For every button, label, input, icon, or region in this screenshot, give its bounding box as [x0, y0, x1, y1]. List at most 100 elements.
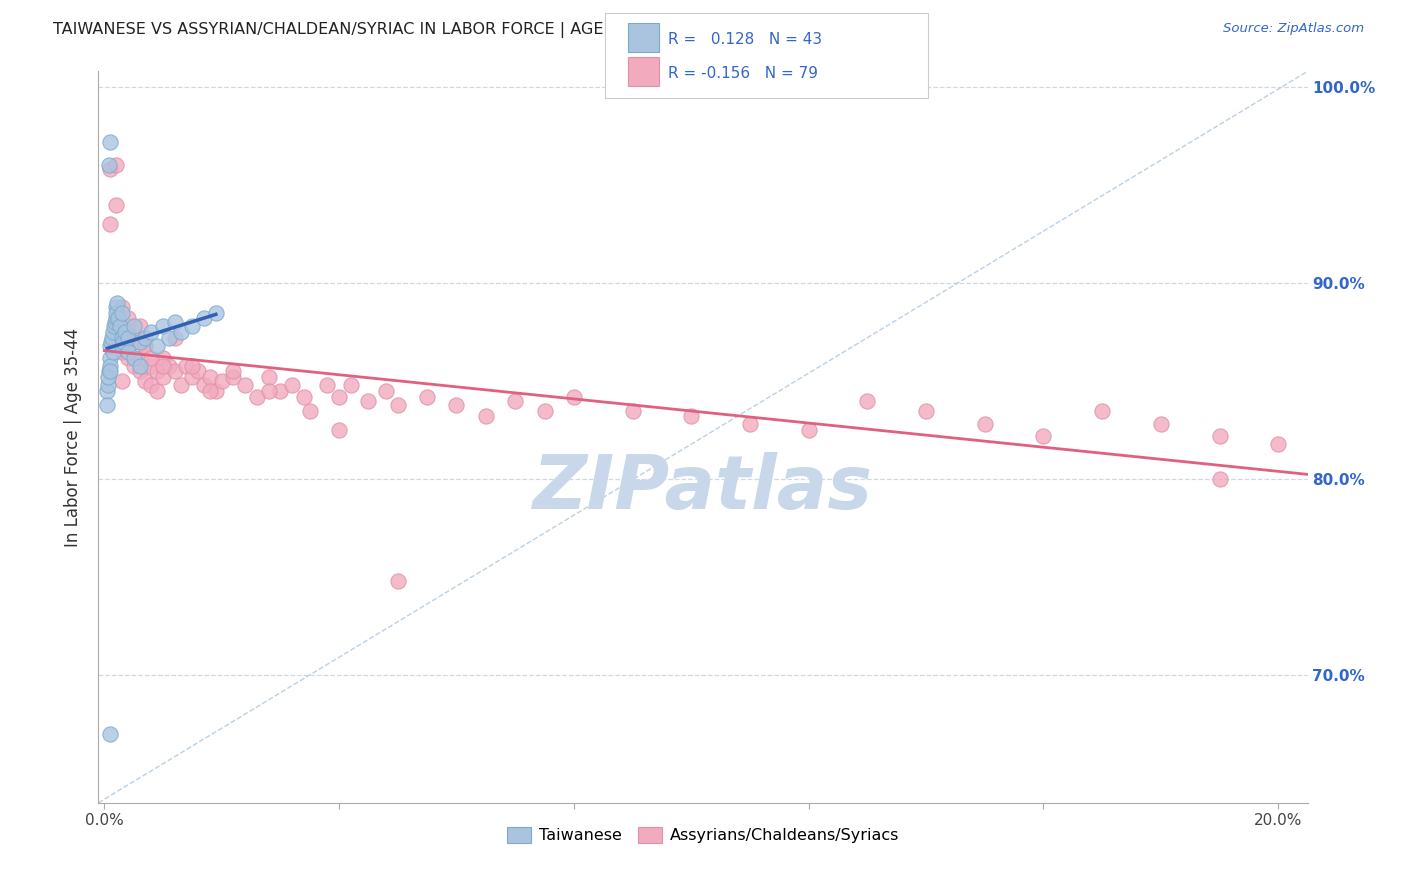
Point	[128, 364, 150, 378]
Point	[105, 159, 128, 173]
Point	[193, 311, 215, 326]
Point	[96, 398, 118, 412]
Point	[105, 319, 128, 334]
Point	[98, 364, 121, 378]
Text: ZIPatlas: ZIPatlas	[533, 451, 873, 524]
Point	[157, 359, 180, 373]
Point	[122, 359, 145, 373]
Point	[122, 331, 145, 345]
Point	[375, 384, 398, 398]
Point	[96, 384, 118, 398]
Point	[141, 359, 163, 373]
Point	[141, 378, 163, 392]
Point	[738, 417, 761, 432]
Point	[181, 319, 204, 334]
Point	[152, 319, 174, 334]
Point	[176, 359, 198, 373]
Point	[98, 351, 121, 365]
Point	[204, 384, 226, 398]
Point	[98, 217, 121, 231]
Point	[98, 364, 121, 378]
Point	[562, 390, 585, 404]
Point	[134, 339, 156, 353]
Point	[111, 300, 134, 314]
Point	[181, 359, 204, 373]
Point	[100, 334, 122, 349]
Point	[105, 295, 128, 310]
Point	[111, 325, 134, 339]
Point	[107, 311, 129, 326]
Point	[163, 331, 186, 345]
Point	[111, 305, 134, 319]
Point	[105, 311, 128, 326]
Point	[475, 409, 498, 424]
Point	[533, 403, 555, 417]
Point	[128, 351, 150, 365]
Point	[187, 364, 209, 378]
Point	[117, 319, 139, 334]
Point	[269, 384, 291, 398]
Point	[122, 351, 145, 365]
Y-axis label: In Labor Force | Age 35-44: In Labor Force | Age 35-44	[65, 327, 83, 547]
Point	[621, 403, 644, 417]
Point	[281, 378, 304, 392]
Point	[328, 423, 350, 437]
Point	[97, 370, 120, 384]
Point	[797, 423, 820, 437]
Point	[193, 378, 215, 392]
Point	[98, 339, 121, 353]
Point	[117, 311, 139, 326]
Point	[101, 325, 124, 339]
Point	[122, 334, 145, 349]
Point	[108, 319, 131, 334]
Point	[681, 409, 703, 424]
Point	[1267, 437, 1289, 451]
Point	[503, 393, 526, 408]
Point	[152, 359, 174, 373]
Point	[169, 378, 191, 392]
Point	[446, 398, 468, 412]
Point	[1208, 429, 1230, 443]
Point	[101, 344, 124, 359]
Point	[146, 384, 169, 398]
Point	[97, 378, 120, 392]
Text: R =   0.128   N = 43: R = 0.128 N = 43	[668, 31, 823, 46]
Point	[181, 370, 204, 384]
Point	[101, 331, 124, 345]
Point	[1150, 417, 1173, 432]
Point	[146, 339, 169, 353]
Text: TAIWANESE VS ASSYRIAN/CHALDEAN/SYRIAC IN LABOR FORCE | AGE 35-44 CORRELATION CHA: TAIWANESE VS ASSYRIAN/CHALDEAN/SYRIAC IN…	[53, 22, 834, 38]
Point	[416, 390, 439, 404]
Point	[98, 159, 121, 173]
Point	[198, 370, 221, 384]
Point	[117, 344, 139, 359]
Point	[103, 319, 125, 334]
Point	[105, 305, 128, 319]
Point	[111, 374, 134, 388]
Point	[114, 325, 136, 339]
Point	[146, 364, 169, 378]
Point	[152, 370, 174, 384]
Point	[111, 339, 134, 353]
Point	[1091, 403, 1114, 417]
Point	[98, 162, 121, 177]
Point	[134, 331, 156, 345]
Point	[316, 378, 339, 392]
Point	[222, 364, 245, 378]
Point	[157, 331, 180, 345]
Point	[915, 403, 938, 417]
Point	[128, 319, 150, 334]
Point	[246, 390, 269, 404]
Point	[111, 331, 134, 345]
Point	[98, 135, 121, 149]
Point	[163, 364, 186, 378]
Legend: Taiwanese, Assyrians/Chaldeans/Syriacs: Taiwanese, Assyrians/Chaldeans/Syriacs	[501, 821, 905, 850]
Point	[198, 384, 221, 398]
Point	[141, 351, 163, 365]
Point	[211, 374, 233, 388]
Point	[134, 339, 156, 353]
Point	[105, 300, 128, 314]
Point	[298, 403, 321, 417]
Point	[134, 374, 156, 388]
Point	[340, 378, 363, 392]
